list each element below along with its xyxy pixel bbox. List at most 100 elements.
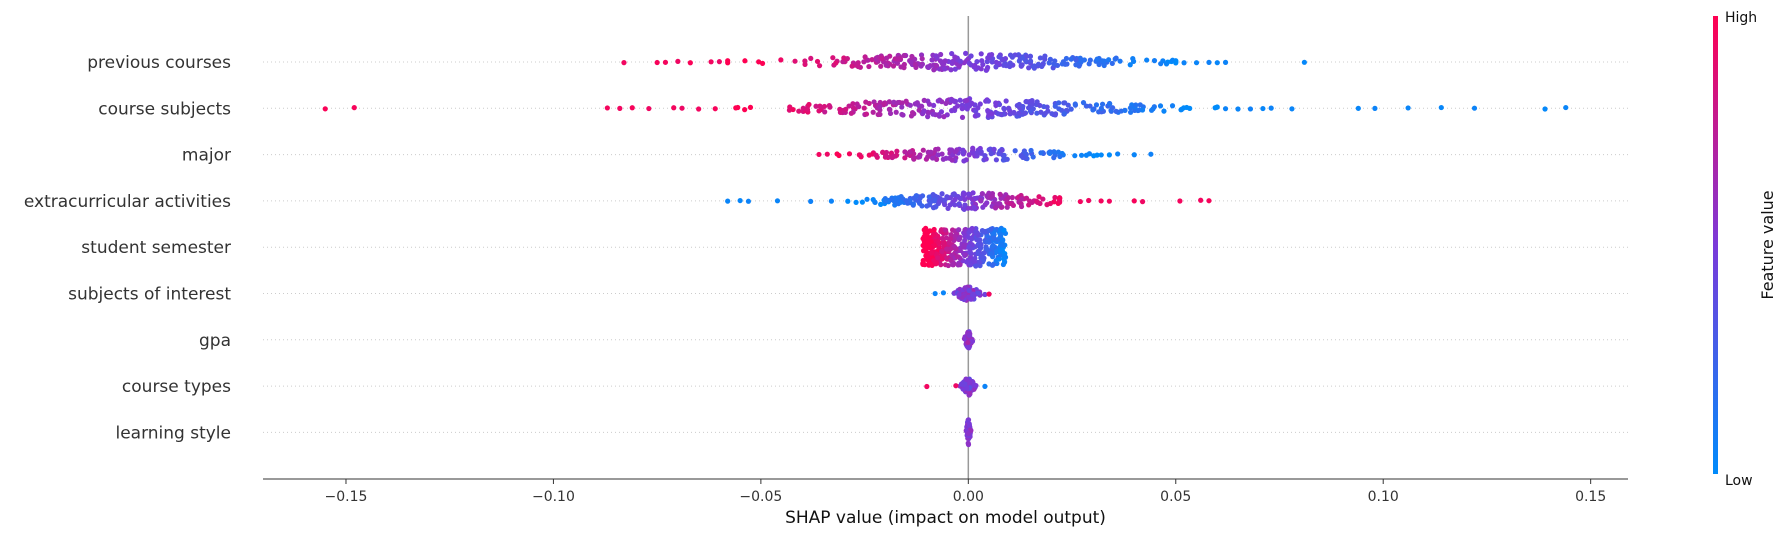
shap-point bbox=[977, 101, 983, 107]
shap-point bbox=[1139, 107, 1146, 113]
shap-point bbox=[822, 109, 828, 115]
shap-point bbox=[961, 191, 967, 197]
shap-point bbox=[806, 101, 812, 108]
shap-point bbox=[956, 236, 963, 242]
shap-point bbox=[1051, 61, 1057, 67]
shap-point bbox=[926, 64, 932, 71]
shap-point bbox=[862, 54, 868, 60]
shap-point bbox=[930, 232, 936, 238]
shap-point bbox=[792, 58, 798, 64]
shap-point bbox=[870, 109, 876, 115]
shap-point bbox=[1163, 61, 1170, 67]
shap-point bbox=[1042, 53, 1048, 59]
x-tick-label: 0.05 bbox=[1160, 489, 1191, 505]
shap-point bbox=[934, 55, 940, 61]
shap-point bbox=[963, 376, 970, 382]
shap-point bbox=[814, 58, 821, 65]
shap-point bbox=[968, 296, 974, 302]
shap-point bbox=[926, 244, 933, 250]
shap-point bbox=[993, 157, 999, 163]
shap-point-outlier bbox=[1235, 106, 1241, 112]
shap-point bbox=[928, 261, 934, 267]
shap-point bbox=[921, 97, 927, 103]
shap-point bbox=[928, 239, 934, 245]
shap-point bbox=[759, 60, 766, 66]
shap-point bbox=[997, 227, 1003, 233]
shap-point-outlier bbox=[1115, 151, 1121, 157]
shap-point bbox=[878, 201, 884, 207]
shap-point bbox=[1030, 154, 1036, 160]
shap-point bbox=[999, 242, 1005, 248]
shap-point bbox=[1059, 61, 1065, 67]
shap-point-outlier bbox=[687, 60, 693, 66]
shap-point-outlier bbox=[1222, 106, 1229, 112]
shap-point bbox=[1023, 151, 1029, 157]
shap-point-outlier bbox=[986, 291, 992, 297]
shap-point bbox=[916, 107, 922, 113]
shap-point bbox=[804, 106, 811, 113]
shap-point-outlier bbox=[1198, 197, 1204, 203]
x-axis-title: SHAP value (impact on model output) bbox=[785, 508, 1106, 528]
shap-point bbox=[978, 66, 984, 72]
feature-label: subjects of interest bbox=[68, 285, 231, 305]
shap-point bbox=[952, 149, 959, 155]
shap-point bbox=[877, 104, 883, 110]
shap-point bbox=[925, 253, 932, 260]
shap-point bbox=[778, 57, 784, 63]
shap-point bbox=[975, 105, 981, 111]
shap-point bbox=[1003, 63, 1009, 69]
shap-point bbox=[1034, 99, 1040, 105]
shap-point bbox=[993, 100, 999, 106]
x-tick-label: −0.10 bbox=[532, 489, 575, 505]
shap-point bbox=[1007, 108, 1013, 114]
shap-point bbox=[883, 153, 889, 159]
shap-point bbox=[984, 246, 990, 252]
shap-point bbox=[949, 50, 955, 57]
shap-point bbox=[952, 196, 958, 203]
shap-point bbox=[1062, 100, 1068, 106]
shap-point bbox=[816, 108, 822, 114]
shap-point bbox=[940, 235, 946, 241]
shap-point bbox=[931, 67, 937, 73]
feature-label: major bbox=[182, 146, 231, 166]
shap-point bbox=[1073, 57, 1079, 63]
shap-point bbox=[943, 227, 949, 233]
shap-point bbox=[846, 151, 853, 157]
shap-point bbox=[1072, 101, 1078, 107]
shap-point bbox=[1027, 53, 1034, 60]
shap-point bbox=[1061, 111, 1067, 117]
shap-point-outlier bbox=[1098, 198, 1104, 204]
shap-point bbox=[1117, 58, 1123, 64]
shap-point-outlier bbox=[1260, 105, 1266, 112]
shap-point bbox=[1036, 194, 1042, 200]
shap-point bbox=[1052, 111, 1059, 117]
shap-point bbox=[926, 194, 932, 200]
shap-point bbox=[845, 198, 851, 204]
shap-point bbox=[1113, 55, 1119, 61]
shap-point bbox=[1052, 103, 1058, 109]
shap-point bbox=[966, 422, 972, 428]
shap-point bbox=[916, 200, 923, 206]
shap-point bbox=[923, 234, 929, 241]
shap-point bbox=[962, 237, 968, 243]
shap-point bbox=[857, 152, 863, 158]
shap-point bbox=[1040, 196, 1046, 202]
shap-point bbox=[883, 62, 889, 68]
shap-point bbox=[808, 55, 814, 62]
shap-point bbox=[927, 200, 933, 206]
shap-point bbox=[1031, 63, 1037, 69]
shap-point bbox=[966, 234, 972, 241]
shap-point bbox=[973, 228, 979, 234]
shap-point bbox=[920, 242, 926, 249]
shap-point bbox=[1181, 105, 1187, 111]
shap-point bbox=[899, 104, 905, 110]
shap-point bbox=[957, 195, 963, 202]
shap-point-outlier bbox=[982, 383, 988, 389]
shap-point bbox=[980, 204, 986, 210]
shap-point bbox=[1039, 63, 1045, 70]
shap-point-outlier bbox=[716, 59, 722, 65]
shap-point bbox=[1098, 152, 1104, 158]
shap-point-outlier bbox=[712, 106, 718, 112]
shap-point bbox=[855, 60, 861, 66]
